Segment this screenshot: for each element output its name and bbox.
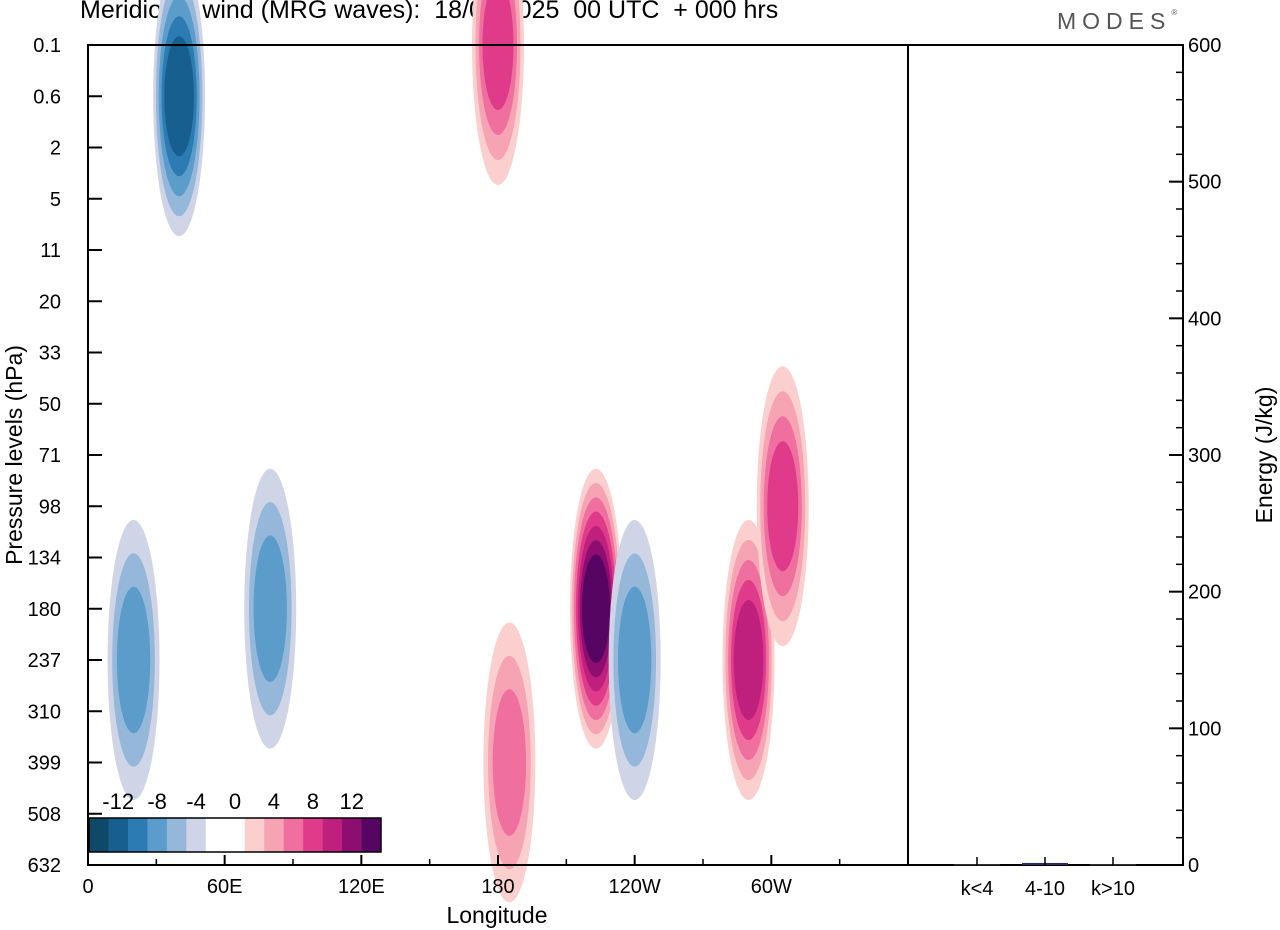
wind-cell-8 [756, 366, 809, 647]
wind-cell-1 [153, 0, 206, 237]
colorbar: -12 -8 -4 0 4 8 12 [88, 789, 382, 853]
wind-contour [492, 689, 527, 836]
colorbar-swatch [225, 818, 246, 852]
colorbar-label: -8 [147, 789, 167, 814]
colorbar-swatch [186, 818, 207, 852]
hovmoller-panel: 0 60E 120E 180 120W 60W 0.1 0.6 2 5 11 20 33 50 71 98 1… [1, 0, 909, 928]
wind-cell-6 [722, 520, 775, 800]
wind-cell-5 [244, 468, 297, 749]
logo-registered-mark: ® [1171, 8, 1178, 17]
logo-text: MODES [1057, 8, 1172, 34]
y-tick-label: 508 [28, 804, 61, 826]
x-tick-label: 0 [82, 876, 93, 898]
y-tick-label: 71 [39, 445, 61, 467]
x-tick-label: 120W [609, 876, 661, 898]
colorbar-swatch [264, 818, 284, 852]
wind-contour [618, 586, 652, 734]
x-tick-label: 120E [338, 876, 385, 898]
colorbar-swatch [303, 818, 323, 852]
colorbar-swatch [283, 818, 304, 852]
colorbar-label: 4 [268, 789, 280, 814]
wind-cell-7 [483, 622, 536, 903]
x-tick-label: 60E [207, 876, 243, 898]
colorbar-label: -4 [186, 789, 206, 814]
wind-contour [733, 600, 764, 720]
x-axis-label: Longitude [446, 902, 547, 928]
y-tick-label: 20 [39, 291, 61, 313]
energy-tick-label: 400 [1188, 308, 1221, 330]
colorbar-swatch [108, 818, 129, 852]
energy-tick-label: 500 [1188, 172, 1221, 194]
y-tick-label: 237 [28, 650, 61, 672]
x-axis: 0 60E 120E 180 120W 60W [82, 855, 841, 898]
colorbar-label: 8 [307, 789, 319, 814]
y-axis-label: Pressure levels (hPa) [1, 345, 27, 565]
y-tick-label: 632 [28, 855, 61, 877]
energy-category-label: k<4 [961, 878, 994, 900]
colorbar-swatch [244, 818, 265, 852]
y-tick-label: 98 [39, 496, 61, 518]
energy-tick-label: 0 [1188, 855, 1199, 877]
wind-contour [164, 36, 194, 157]
colorbar-swatch [322, 818, 343, 852]
energy-tick-label: 600 [1188, 35, 1221, 57]
colorbar-frame [88, 817, 382, 853]
wind-cell-2 [569, 468, 622, 749]
x-tick-label: 60W [751, 876, 792, 898]
y-tick-label: 0.1 [33, 35, 61, 57]
energy-tick-label: 100 [1188, 718, 1221, 740]
energy-category-label: k>10 [1091, 878, 1135, 900]
colorbar-swatch [147, 818, 168, 852]
y-tick-label: 11 [40, 240, 61, 262]
y-tick-label: 33 [39, 343, 61, 365]
colorbar-label: -12 [102, 789, 134, 814]
wind-contour [767, 441, 799, 572]
y-tick-label: 5 [50, 189, 61, 211]
colorbar-swatch [127, 818, 148, 852]
energy-tick-label: 300 [1188, 445, 1221, 467]
energy-axis: 0 100 200 300 400 500 600 [1169, 35, 1221, 877]
energy-axis-label: Energy (J/kg) [1251, 387, 1277, 524]
colorbar-label: 0 [229, 789, 241, 814]
y-tick-label: 399 [28, 753, 61, 775]
wind-contour [482, 0, 514, 110]
colorbar-swatch [89, 818, 109, 852]
wind-cell-4 [107, 520, 160, 800]
wind-contour [253, 535, 287, 683]
wind-contour [116, 586, 151, 734]
modes-logo: MODES® [1057, 8, 1177, 35]
wind-contour [581, 554, 610, 664]
y-tick-label: 0.6 [33, 86, 61, 108]
energy-category-label: 4-10 [1025, 878, 1065, 900]
colorbar-swatch [166, 818, 187, 852]
colorbar-swatch [205, 818, 226, 852]
colorbar-swatch [342, 818, 362, 852]
energy-panel: k<4 4-10 k>10 0 100 200 300 400 500 600 Energy (… [907, 35, 1277, 900]
y-tick-label: 134 [28, 548, 61, 570]
x-tick-label: 180 [481, 876, 514, 898]
wind-cell-0 [472, 0, 524, 185]
energy-bars: k<4 4-10 k>10 [954, 857, 1136, 900]
y-tick-label: 180 [28, 599, 61, 621]
colorbar-swatch [361, 818, 382, 852]
y-tick-label: 310 [28, 701, 61, 723]
y-tick-label: 50 [39, 394, 61, 416]
wind-cell-3 [608, 520, 661, 800]
colorbar-label: 12 [340, 789, 364, 814]
wind-field [107, 0, 809, 903]
energy-tick-label: 200 [1188, 582, 1221, 604]
y-axis: 0.1 0.6 2 5 11 20 33 50 71 98 134 180 237 310 399 508 63… [28, 35, 102, 877]
energy-frame [907, 44, 1184, 866]
y-tick-label: 2 [50, 138, 61, 160]
